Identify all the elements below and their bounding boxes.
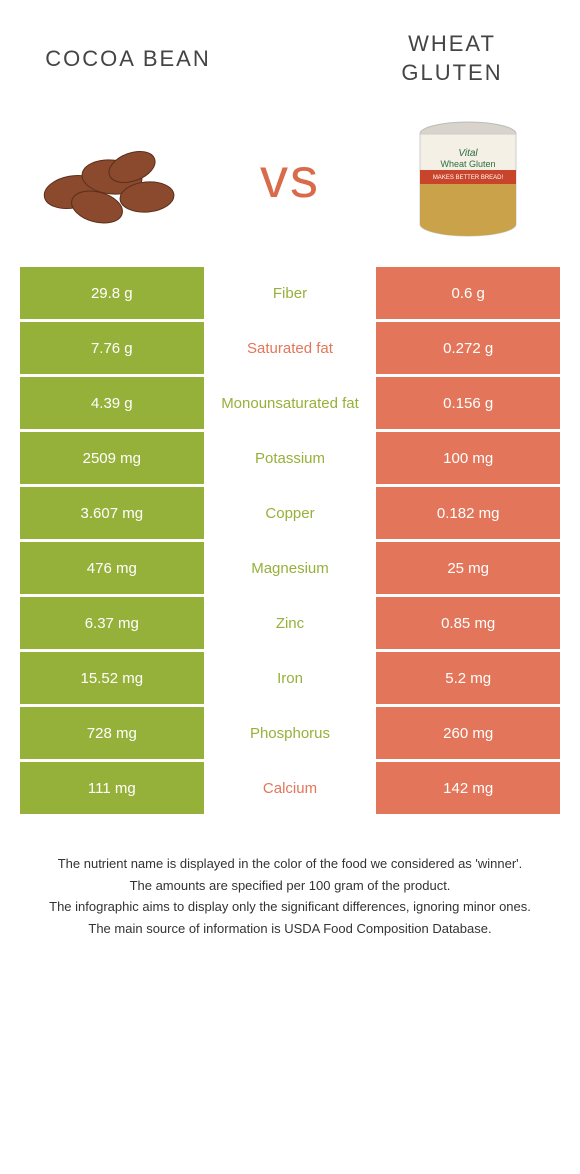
table-row: 3.607 mgCopper0.182 mg [20, 487, 560, 539]
table-row: 111 mgCalcium142 mg [20, 762, 560, 814]
table-row: 6.37 mgZinc0.85 mg [20, 597, 560, 649]
table-row: 476 mgMagnesium25 mg [20, 542, 560, 594]
nutrient-table: 29.8 gFiber0.6 g7.76 gSaturated fat0.272… [20, 267, 560, 814]
value-right: 25 mg [376, 542, 560, 594]
table-row: 7.76 gSaturated fat0.272 g [20, 322, 560, 374]
vs-label: vs [260, 145, 320, 210]
value-left: 3.607 mg [20, 487, 204, 539]
value-left: 2509 mg [20, 432, 204, 484]
value-right: 0.156 g [376, 377, 560, 429]
value-right: 0.85 mg [376, 597, 560, 649]
nutrient-label: Phosphorus [204, 707, 377, 759]
title-left: Cocoa bean [20, 46, 236, 72]
footer-line: The nutrient name is displayed in the co… [40, 854, 540, 874]
value-right: 0.272 g [376, 322, 560, 374]
svg-text:MAKES BETTER BREAD!: MAKES BETTER BREAD! [433, 175, 504, 181]
value-left: 7.76 g [20, 322, 204, 374]
nutrient-label: Saturated fat [204, 322, 377, 374]
nutrient-label: Monounsaturated fat [204, 377, 377, 429]
nutrient-label: Iron [204, 652, 377, 704]
wheat-gluten-image: Vital Wheat Gluten MAKES BETTER BREAD! [376, 112, 560, 242]
value-left: 111 mg [20, 762, 204, 814]
footer-notes: The nutrient name is displayed in the co… [20, 854, 560, 938]
value-right: 0.182 mg [376, 487, 560, 539]
value-right: 260 mg [376, 707, 560, 759]
table-row: 2509 mgPotassium100 mg [20, 432, 560, 484]
nutrient-label: Calcium [204, 762, 377, 814]
images-row: vs Vital Wheat Gluten MAKES BETTER BREAD… [20, 107, 560, 247]
table-row: 4.39 gMonounsaturated fat0.156 g [20, 377, 560, 429]
value-left: 728 mg [20, 707, 204, 759]
nutrient-label: Zinc [204, 597, 377, 649]
infographic: Cocoa bean Wheat gluten vs [0, 0, 580, 970]
svg-text:Vital: Vital [459, 148, 479, 159]
nutrient-label: Fiber [204, 267, 377, 319]
value-left: 6.37 mg [20, 597, 204, 649]
table-row: 29.8 gFiber0.6 g [20, 267, 560, 319]
nutrient-label: Potassium [204, 432, 377, 484]
value-left: 476 mg [20, 542, 204, 594]
cocoa-bean-image [20, 112, 204, 242]
titles-row: Cocoa bean Wheat gluten [20, 30, 560, 87]
nutrient-label: Copper [204, 487, 377, 539]
title-right: Wheat gluten [344, 30, 560, 87]
value-right: 5.2 mg [376, 652, 560, 704]
table-row: 728 mgPhosphorus260 mg [20, 707, 560, 759]
value-right: 0.6 g [376, 267, 560, 319]
value-left: 29.8 g [20, 267, 204, 319]
svg-text:Wheat Gluten: Wheat Gluten [441, 159, 496, 169]
value-left: 4.39 g [20, 377, 204, 429]
value-left: 15.52 mg [20, 652, 204, 704]
footer-line: The infographic aims to display only the… [40, 897, 540, 917]
table-row: 15.52 mgIron5.2 mg [20, 652, 560, 704]
title-right-line2: gluten [401, 60, 502, 85]
title-right-line1: Wheat [408, 31, 496, 56]
nutrient-label: Magnesium [204, 542, 377, 594]
value-right: 100 mg [376, 432, 560, 484]
footer-line: The amounts are specified per 100 gram o… [40, 876, 540, 896]
footer-line: The main source of information is USDA F… [40, 919, 540, 939]
value-right: 142 mg [376, 762, 560, 814]
